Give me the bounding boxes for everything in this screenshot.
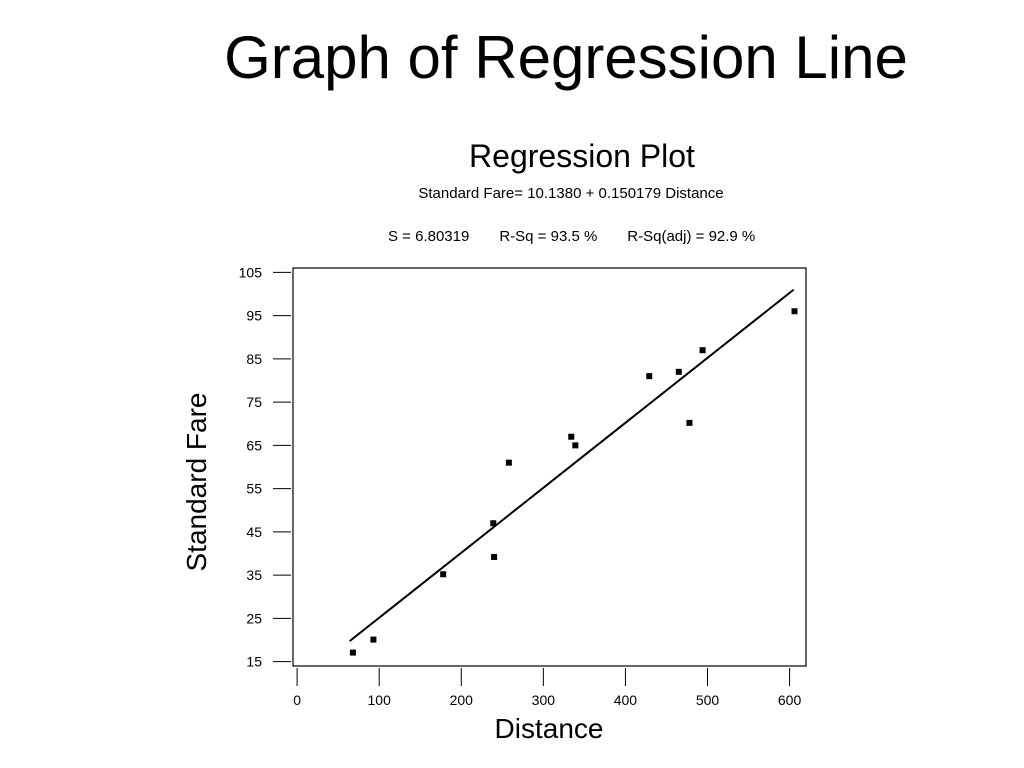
data-point xyxy=(370,636,377,643)
data-point xyxy=(572,442,579,449)
y-tick-label: 15 xyxy=(246,654,262,670)
data-point xyxy=(440,571,447,578)
y-tick-label: 85 xyxy=(246,351,262,367)
x-tick-label: 200 xyxy=(450,692,474,708)
data-point xyxy=(505,459,512,466)
data-point xyxy=(686,419,693,426)
x-tick-label: 300 xyxy=(532,692,556,708)
stat-r-sq: R-Sq = 93.5 % xyxy=(499,228,598,245)
x-tick-label: 500 xyxy=(696,692,720,708)
slide-title: Graph of Regression Line xyxy=(224,24,908,91)
x-axis-label: Distance xyxy=(495,713,604,744)
y-tick-label: 55 xyxy=(246,481,262,497)
x-axis: 0 100 200 300 400 500 600 xyxy=(293,668,801,708)
y-tick-label: 75 xyxy=(246,394,262,410)
data-point xyxy=(646,373,653,380)
y-tick-label: 105 xyxy=(239,264,263,280)
y-tick-label: 35 xyxy=(246,567,262,583)
y-tick-label: 95 xyxy=(246,308,262,324)
data-point xyxy=(699,347,706,354)
data-point xyxy=(349,649,356,656)
stat-s: S = 6.80319 xyxy=(388,228,470,245)
y-tick-label: 25 xyxy=(246,610,262,626)
data-point xyxy=(491,553,498,560)
y-tick-label: 45 xyxy=(246,524,262,540)
x-tick-label: 0 xyxy=(293,692,301,708)
regression-equation: Standard Fare= 10.1380 + 0.150179 Distan… xyxy=(418,185,724,202)
y-tick-label: 65 xyxy=(246,437,262,453)
data-point xyxy=(675,368,682,375)
data-points xyxy=(349,308,798,656)
data-point xyxy=(490,520,497,527)
stat-r-sq-adj: R-Sq(adj) = 92.9 % xyxy=(627,228,756,245)
data-point xyxy=(791,308,798,315)
data-point xyxy=(568,433,575,440)
y-axis-label: Standard Fare xyxy=(181,393,212,572)
chart-title: Regression Plot xyxy=(469,138,695,174)
x-tick-label: 400 xyxy=(614,692,638,708)
y-axis: 15 25 35 45 55 65 75 85 95 105 xyxy=(239,264,291,670)
x-tick-label: 100 xyxy=(368,692,392,708)
plot-frame xyxy=(292,267,807,667)
x-tick-label: 600 xyxy=(778,692,802,708)
regression-stats: S = 6.80319 R-Sq = 93.5 % R-Sq(adj) = 92.9… xyxy=(388,227,755,247)
regression-line xyxy=(349,288,795,642)
